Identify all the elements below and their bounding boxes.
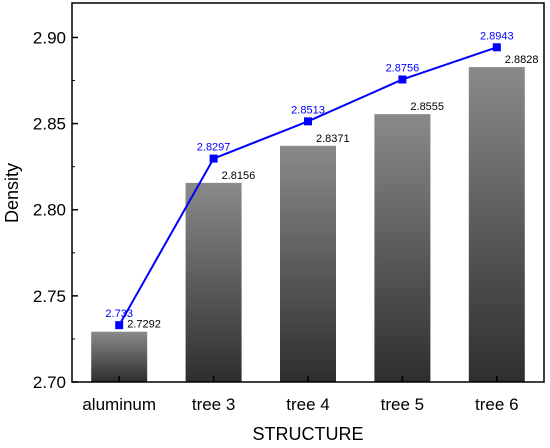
bar-label-3: 2.8555 — [410, 101, 444, 113]
x-tick-label-1: tree 3 — [192, 395, 235, 414]
y-tick-label-1: 2.75 — [33, 287, 66, 306]
bar-2 — [280, 145, 336, 382]
x-axis-title: STRUCTURE — [253, 424, 364, 444]
y-axis-title: Density — [2, 163, 22, 223]
y-tick-label-2: 2.80 — [33, 201, 66, 220]
y-tick-label-0: 2.70 — [33, 373, 66, 392]
bar-label-1: 2.8156 — [222, 170, 256, 182]
x-tick-label-2: tree 4 — [286, 395, 329, 414]
y-tick-label-3: 2.85 — [33, 115, 66, 134]
line-label-2: 2.8513 — [291, 104, 325, 116]
x-tick-label-0: aluminum — [82, 395, 156, 414]
line-label-0: 2.733 — [105, 308, 133, 320]
line-label-1: 2.8297 — [197, 142, 231, 154]
y-ticks: 2.70 2.75 2.80 2.85 2.90 — [33, 28, 78, 392]
bar-label-0: 2.7292 — [127, 319, 161, 331]
line-point-2 — [304, 117, 312, 126]
bar-label-2: 2.8371 — [316, 133, 350, 145]
x-ticks: aluminum tree 3 tree 4 tree 5 tree 6 — [82, 376, 519, 414]
x-tick-label-4: tree 6 — [475, 395, 518, 414]
y-tick-label-4: 2.90 — [33, 28, 66, 47]
bar-series — [91, 67, 525, 383]
bar-0 — [91, 331, 148, 382]
line-point-0 — [115, 321, 124, 330]
bar-4 — [468, 67, 525, 383]
bar-labels: 2.7292 2.8156 2.8371 2.8555 2.8828 — [127, 54, 538, 331]
line-point-4 — [492, 43, 501, 52]
line-series — [115, 43, 501, 330]
line-labels: 2.733 2.8297 2.8513 2.8756 2.8943 — [105, 30, 513, 320]
bar-label-4: 2.8828 — [505, 54, 539, 66]
bar-1 — [185, 182, 242, 382]
bar-3 — [374, 114, 431, 382]
line-label-3: 2.8756 — [386, 62, 420, 74]
line-point-3 — [398, 75, 407, 84]
line-point-1 — [209, 154, 218, 163]
x-tick-label-3: tree 5 — [381, 395, 424, 414]
line-label-4: 2.8943 — [480, 30, 514, 42]
